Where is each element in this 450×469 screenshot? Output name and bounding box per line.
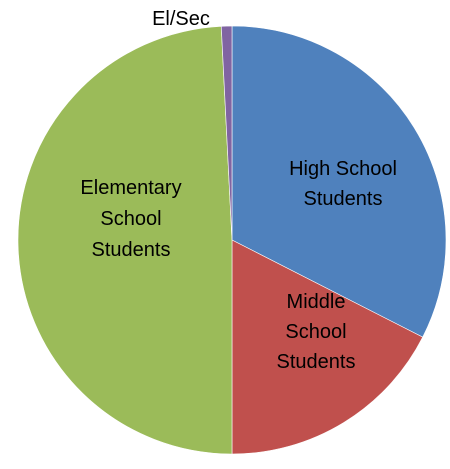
pie-slice-el-sec xyxy=(220,25,233,241)
pie-slice-elementary-school-students xyxy=(17,25,233,455)
pie-slice-middle-school-students xyxy=(231,239,424,455)
pie-label-line: Elementary xyxy=(80,177,181,199)
pie-slice-high-school-students xyxy=(231,25,447,338)
pie-label-line: Middle xyxy=(287,291,346,313)
pie-label-line: High School xyxy=(289,158,397,180)
pie-label-line: School xyxy=(100,208,161,230)
pie-label-middle-school-students: Middle School Students xyxy=(277,291,356,373)
pie-label-line: Students xyxy=(277,351,356,373)
pie-slices xyxy=(17,25,447,455)
pie-label-line: School xyxy=(285,321,346,343)
pie-label-line: El/Sec xyxy=(152,8,210,30)
pie-label-line: Students xyxy=(92,239,171,261)
pie-label-high-school-students: High School Students xyxy=(289,158,397,210)
pie-label-line: Students xyxy=(304,188,383,210)
pie-label-elementary-school-students: Elementary School Students xyxy=(80,177,181,261)
pie-label-el-sec: El/Sec xyxy=(152,8,210,30)
